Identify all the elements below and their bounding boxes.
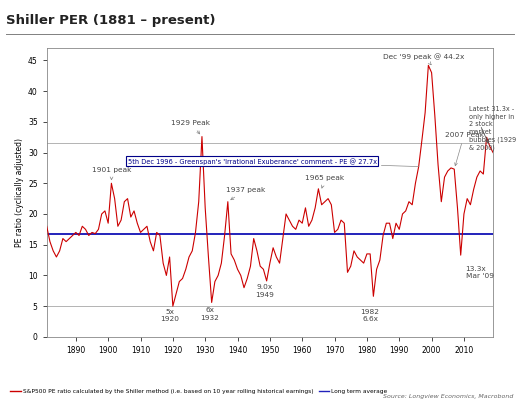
Text: Dec '99 peak @ 44.2x: Dec '99 peak @ 44.2x (383, 53, 465, 65)
Text: 9.0x
1949: 9.0x 1949 (255, 284, 275, 298)
Text: 1937 peak: 1937 peak (226, 187, 265, 200)
Text: 5th Dec 1996 - Greenspan's 'Irrational Exuberance' comment - PE @ 27.7x: 5th Dec 1996 - Greenspan's 'Irrational E… (128, 158, 419, 166)
Text: 5x
1920: 5x 1920 (160, 309, 179, 322)
Text: 1929 Peak: 1929 Peak (171, 120, 210, 134)
Text: Shiller PER (1881 – present): Shiller PER (1881 – present) (6, 14, 216, 27)
Text: 1982
6.6x: 1982 6.6x (361, 309, 379, 322)
Text: Latest 31.3x -
only higher in
2 stock
market
bubbles (1929
& 2000): Latest 31.3x - only higher in 2 stock ma… (469, 107, 516, 151)
Y-axis label: PE ratio (cyclically adjusted): PE ratio (cyclically adjusted) (15, 138, 24, 247)
Text: 1965 peak: 1965 peak (306, 175, 345, 188)
Text: Source: Longview Economics, Macrobond: Source: Longview Economics, Macrobond (384, 394, 514, 399)
Legend: S&P500 PE ratio calculated by the Shiller method (i.e. based on 10 year rolling : S&P500 PE ratio calculated by the Shille… (8, 386, 390, 396)
Text: 13.3x
Mar '09: 13.3x Mar '09 (466, 266, 494, 279)
Text: 2007 Peak: 2007 Peak (445, 132, 484, 166)
Text: 1901 peak: 1901 peak (92, 167, 131, 180)
Text: 6x
1932: 6x 1932 (201, 307, 220, 321)
